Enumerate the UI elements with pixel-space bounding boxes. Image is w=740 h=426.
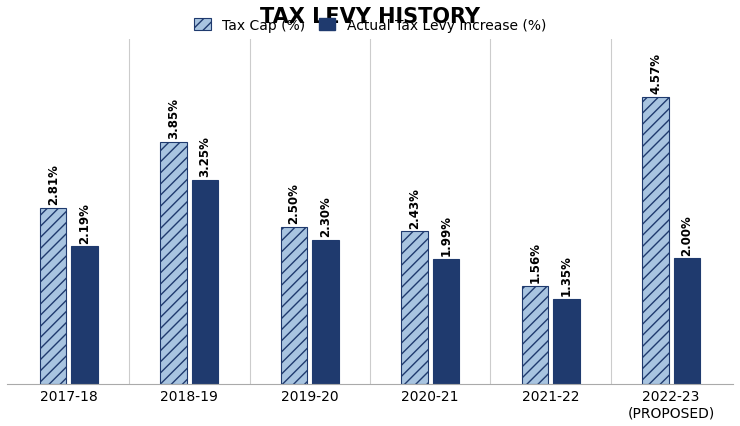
Text: 3.25%: 3.25% <box>198 136 212 177</box>
Bar <box>192 181 218 384</box>
Text: 2.81%: 2.81% <box>47 164 60 204</box>
Bar <box>642 98 669 384</box>
Text: 2.50%: 2.50% <box>288 183 300 224</box>
Bar <box>40 208 67 384</box>
Legend: Tax Cap (%), Actual Tax Levy Increase (%): Tax Cap (%), Actual Tax Levy Increase (%… <box>194 19 546 33</box>
Text: 2.19%: 2.19% <box>78 202 91 243</box>
Text: 2.43%: 2.43% <box>408 187 421 228</box>
Bar <box>161 143 187 384</box>
Bar <box>312 240 339 384</box>
Bar <box>401 232 428 384</box>
Title: TAX LEVY HISTORY: TAX LEVY HISTORY <box>260 7 480 27</box>
Bar <box>433 259 459 384</box>
Text: 2.00%: 2.00% <box>680 214 693 255</box>
Bar <box>522 286 548 384</box>
Text: 4.57%: 4.57% <box>649 53 662 94</box>
Text: 3.85%: 3.85% <box>167 98 180 139</box>
Bar <box>553 299 579 384</box>
Text: 1.56%: 1.56% <box>528 242 542 282</box>
Text: 2.30%: 2.30% <box>319 196 332 236</box>
Bar <box>281 227 307 384</box>
Bar <box>673 259 700 384</box>
Bar <box>71 247 98 384</box>
Text: 1.35%: 1.35% <box>560 255 573 296</box>
Text: 1.99%: 1.99% <box>440 215 452 256</box>
